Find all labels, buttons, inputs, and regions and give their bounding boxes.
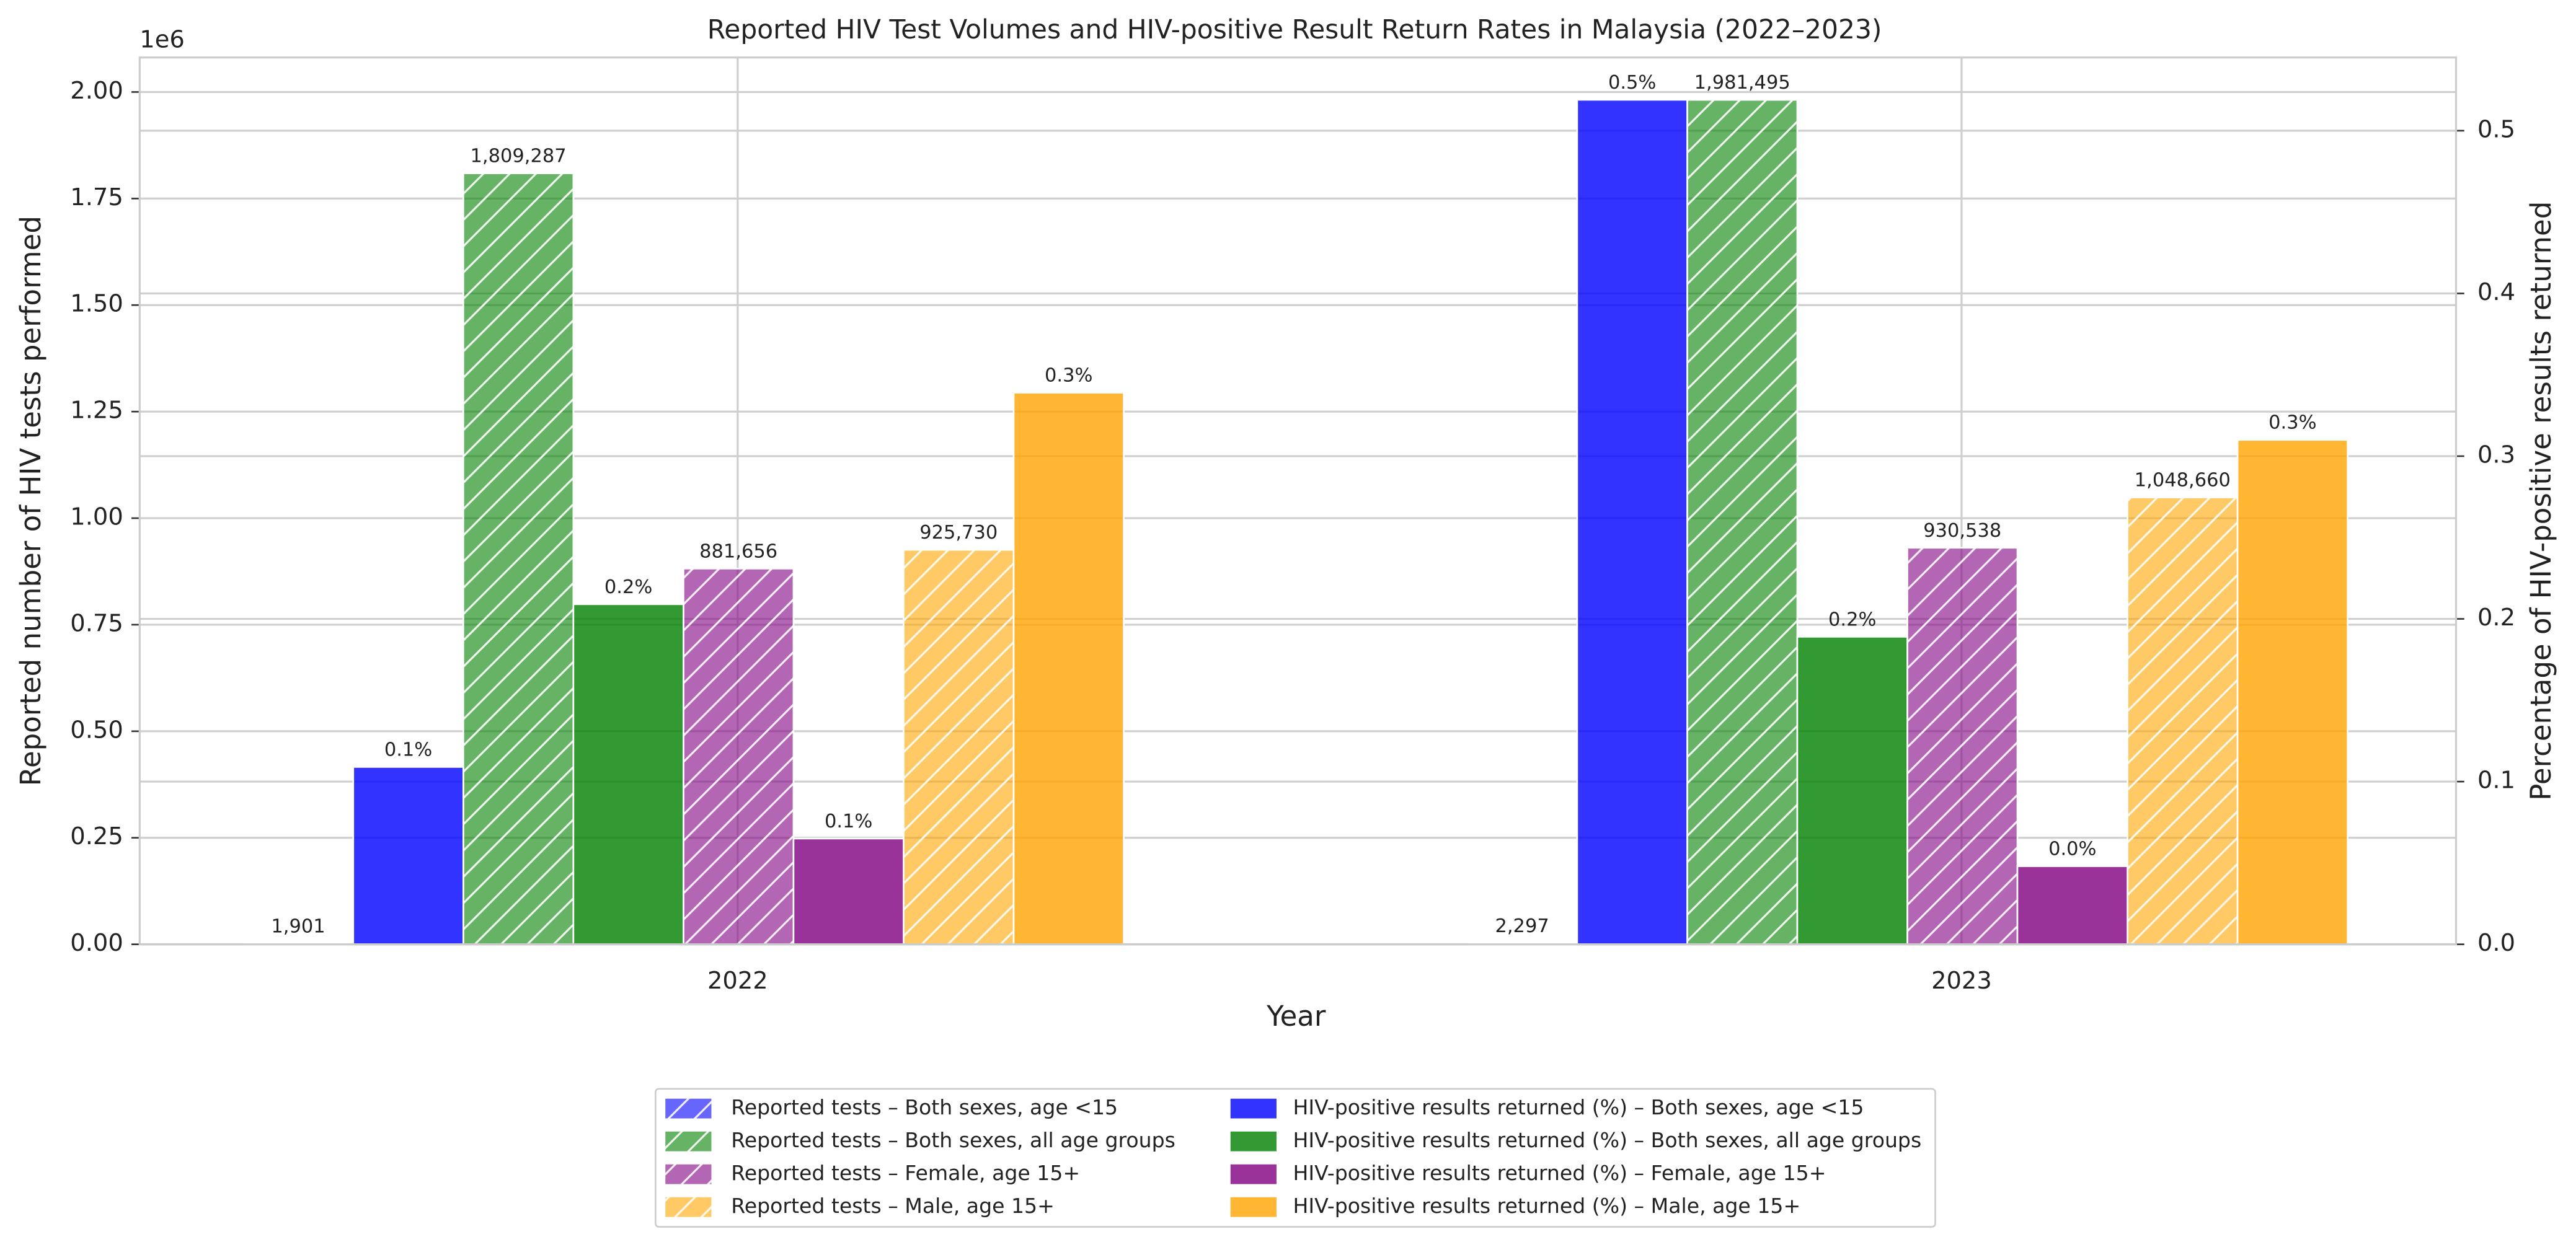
legend-label: HIV-positive results returned (%) – Both…	[1293, 1095, 1864, 1119]
data-label: 0.3%	[1045, 365, 1092, 387]
bar	[462, 172, 575, 945]
x-axis-label: Year	[1266, 1000, 1326, 1033]
bar	[1686, 99, 1799, 945]
data-label: 0.2%	[1828, 609, 1876, 630]
bar	[1012, 392, 1125, 945]
legend-swatch	[1230, 1197, 1277, 1217]
legend-box	[654, 1088, 1936, 1228]
y-tick-label: 0.75	[70, 609, 123, 637]
data-label: 930,538	[1923, 520, 2001, 542]
legend-label: Reported tests – Both sexes, age <15	[731, 1095, 1118, 1119]
data-label: 0.0%	[2048, 839, 2096, 860]
y2-axis-label: Percentage of HIV-positive results retur…	[2525, 201, 2557, 801]
legend-label: Reported tests – Both sexes, all age gro…	[731, 1128, 1175, 1152]
chart-title: Reported HIV Test Volumes and HIV-positi…	[707, 14, 1882, 45]
bar	[1796, 636, 1908, 945]
bar	[2016, 865, 2128, 945]
y-tick-label: 2.00	[70, 77, 123, 105]
bar	[572, 603, 684, 945]
legend-swatch	[1230, 1164, 1277, 1184]
bar	[792, 837, 905, 945]
x-tick-label: 2022	[707, 967, 768, 995]
legend-label: HIV-positive results returned (%) – Both…	[1293, 1128, 1921, 1152]
legend-swatch	[665, 1131, 712, 1152]
y-tick-label: 0.50	[70, 716, 123, 744]
data-label: 1,981,495	[1694, 72, 1790, 94]
y-tick-label: 1.00	[70, 503, 123, 531]
y-axis-label: Reported number of HIV tests performed	[14, 216, 47, 786]
y2-tick-label: 0.5	[2477, 115, 2515, 143]
bar	[2127, 496, 2239, 945]
plot-frame	[138, 56, 2458, 946]
data-label: 925,730	[919, 522, 998, 544]
legend-label: Reported tests – Female, age 15+	[731, 1161, 1080, 1185]
data-label: 2,297	[1495, 915, 1549, 937]
legend-label: Reported tests – Male, age 15+	[731, 1194, 1055, 1218]
data-label: 881,656	[699, 540, 777, 562]
legend-label: HIV-positive results returned (%) – Fema…	[1293, 1161, 1826, 1185]
legend-label: HIV-positive results returned (%) – Male…	[1293, 1194, 1800, 1218]
legend-swatch	[665, 1164, 712, 1184]
y-tick-label: 0.00	[70, 929, 123, 957]
y-offset-label: 1e6	[139, 26, 184, 54]
y2-tick-label: 0.0	[2477, 929, 2515, 957]
y2-tick-label: 0.2	[2477, 604, 2515, 632]
data-label: 0.1%	[825, 811, 872, 832]
data-label: 1,809,287	[471, 146, 567, 167]
y-tick-label: 1.75	[70, 183, 123, 211]
data-label: 1,901	[271, 915, 325, 937]
data-label: 0.1%	[384, 739, 432, 760]
legend: Reported tests – Both sexes, age <15 Repo…	[665, 1095, 1921, 1218]
y-tick-label: 1.25	[70, 397, 123, 425]
bar	[352, 766, 464, 945]
y-tick-label: 1.50	[70, 290, 123, 318]
x-tick-label: 2023	[1931, 967, 1992, 995]
bar	[1576, 99, 1688, 945]
y2-tick-label: 0.3	[2477, 441, 2515, 469]
data-label: 0.2%	[604, 576, 652, 598]
bar	[1906, 547, 2019, 945]
data-label: 0.3%	[2268, 412, 2316, 434]
data-label: 0.5%	[1608, 72, 1656, 94]
bar	[2236, 439, 2348, 945]
bars: 1,901 2,297 1,809,287 1,981,495 881,656 930,5…	[242, 72, 2348, 945]
legend-swatch	[1230, 1131, 1277, 1152]
y2-tick-label: 0.4	[2477, 278, 2515, 306]
data-label: 1,048,660	[2135, 470, 2231, 491]
legend-swatch	[665, 1197, 712, 1217]
bar	[683, 568, 795, 945]
y2-tick-label: 0.1	[2477, 767, 2515, 795]
bar	[903, 549, 1015, 945]
legend-swatch	[1230, 1098, 1277, 1119]
y-tick-label: 0.25	[70, 822, 123, 850]
legend-swatch	[665, 1098, 712, 1119]
